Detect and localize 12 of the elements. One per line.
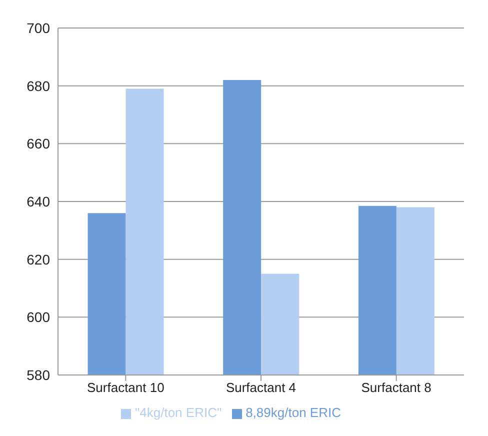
y-tick-label: 620	[26, 251, 50, 268]
y-tick-label: 640	[26, 193, 50, 210]
legend-label: 8,89kg/ton ERIC	[246, 405, 341, 420]
y-tick-label: 600	[26, 309, 50, 326]
y-tick-label: 680	[26, 78, 50, 94]
legend-label: "4kg/ton ERIC"	[135, 405, 222, 420]
x-tick-label: Surfactant 10	[87, 380, 164, 396]
x-tick-label: Surfactant 8	[361, 380, 432, 396]
y-tick-label: 700	[26, 20, 50, 36]
x-tick-label: Surfactant 4	[226, 380, 296, 396]
y-tick-label: 580	[26, 366, 50, 383]
y-tick-label: 660	[26, 136, 50, 152]
